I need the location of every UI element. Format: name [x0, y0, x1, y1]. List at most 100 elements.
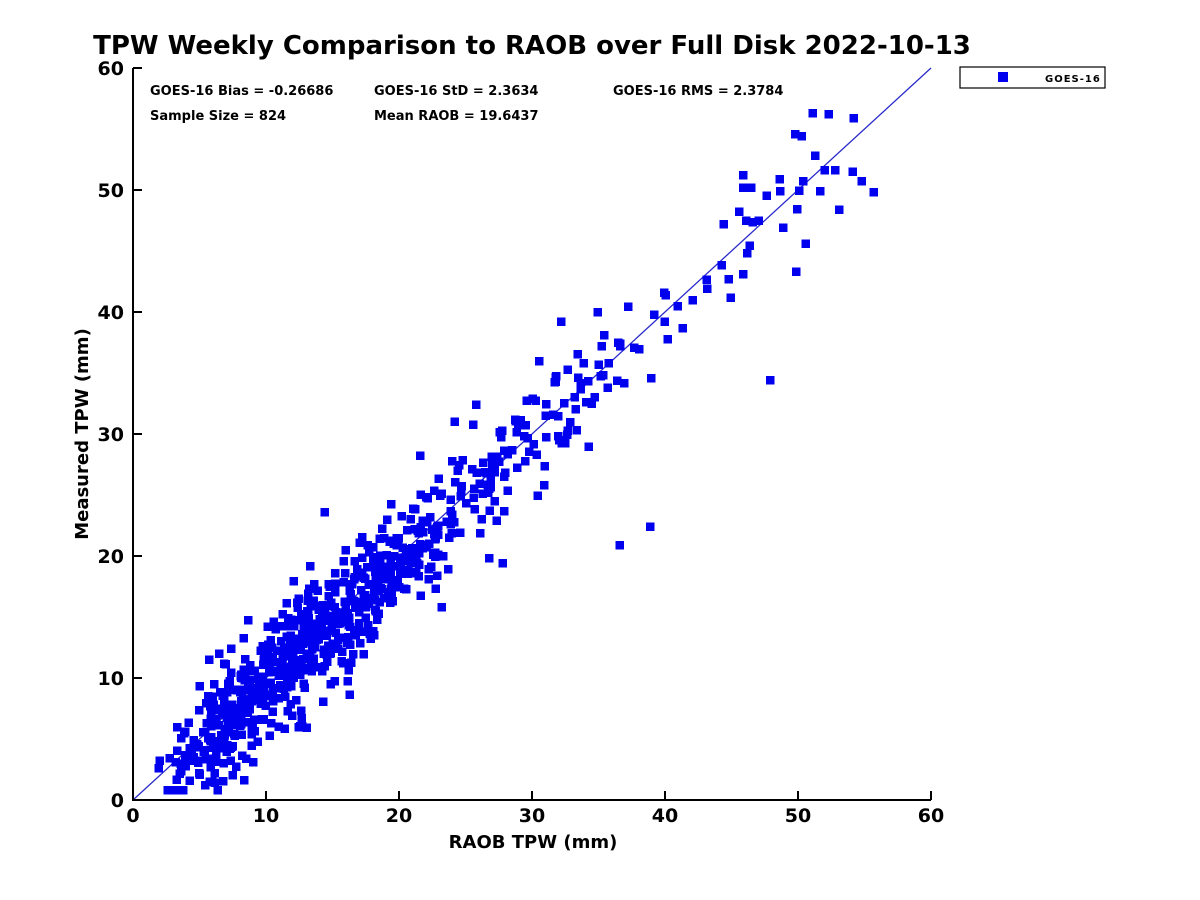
data-point	[227, 685, 237, 694]
data-point	[234, 717, 244, 727]
x-axis-label: RAOB TPW (mm)	[449, 832, 618, 853]
data-point	[230, 720, 239, 729]
data-point	[323, 626, 332, 636]
data-point	[561, 439, 570, 448]
data-point	[393, 576, 402, 585]
data-point	[193, 758, 203, 767]
data-point	[792, 267, 801, 277]
data-point	[342, 616, 351, 626]
data-point	[416, 591, 425, 600]
data-point	[376, 551, 385, 560]
data-point	[329, 639, 338, 649]
data-point	[377, 571, 387, 581]
data-point	[230, 731, 239, 740]
data-point	[540, 481, 549, 490]
data-point	[279, 665, 288, 675]
data-point	[443, 564, 453, 574]
data-point	[179, 729, 189, 738]
data-point	[619, 378, 629, 388]
data-point	[341, 545, 350, 555]
stat-sample-size: Sample Size = 824	[150, 109, 286, 124]
data-point	[214, 737, 224, 746]
data-point	[282, 644, 291, 653]
data-point	[371, 571, 381, 581]
data-point	[702, 275, 711, 285]
data-point	[264, 668, 274, 677]
data-point	[165, 753, 174, 763]
data-point	[173, 722, 182, 732]
data-point	[377, 584, 387, 594]
data-point	[171, 758, 180, 767]
data-point	[340, 568, 350, 578]
data-point	[355, 618, 364, 628]
data-point	[458, 456, 467, 465]
x-tick-label: 0	[126, 805, 139, 827]
data-point	[431, 584, 440, 594]
data-point	[717, 261, 726, 270]
data-point	[269, 697, 278, 706]
data-point	[296, 609, 306, 619]
data-point	[211, 757, 220, 766]
data-point	[207, 722, 216, 731]
data-point	[363, 540, 373, 550]
data-point	[520, 456, 530, 466]
data-point	[762, 191, 772, 200]
data-point	[650, 310, 659, 319]
data-point	[394, 534, 404, 543]
data-point	[211, 751, 221, 760]
data-point	[278, 610, 288, 619]
data-point	[779, 223, 788, 233]
data-point	[313, 586, 323, 596]
data-point	[297, 656, 306, 666]
data-point	[293, 634, 302, 643]
data-point	[594, 360, 604, 369]
data-point	[647, 374, 656, 383]
data-point	[541, 432, 551, 442]
data-point	[193, 743, 202, 752]
data-point	[371, 567, 380, 576]
data-point	[475, 479, 485, 488]
data-point	[220, 731, 229, 740]
data-point	[447, 457, 457, 466]
data-point	[307, 667, 317, 676]
data-point	[228, 770, 237, 780]
data-point	[456, 528, 465, 538]
data-point	[330, 602, 339, 612]
data-point	[268, 657, 277, 667]
data-point	[500, 446, 509, 455]
data-point	[462, 499, 471, 508]
data-point	[418, 516, 428, 526]
stat-rms: GOES-16 RMS = 2.3784	[613, 84, 783, 99]
data-point	[337, 656, 346, 666]
data-point	[283, 621, 292, 631]
data-point	[294, 662, 303, 672]
x-tick-label: 60	[918, 805, 944, 827]
data-point	[857, 177, 867, 186]
data-point	[223, 679, 233, 688]
data-point	[351, 630, 361, 640]
data-point	[423, 517, 432, 527]
data-point	[522, 396, 531, 406]
data-point	[584, 442, 594, 451]
data-point	[164, 785, 173, 795]
data-point	[457, 481, 466, 491]
data-point	[248, 757, 258, 767]
data-point	[498, 559, 507, 568]
data-point	[289, 621, 299, 631]
data-point	[604, 359, 613, 368]
data-point	[444, 533, 454, 543]
data-point	[304, 584, 314, 593]
data-point	[363, 562, 372, 572]
data-point	[453, 466, 462, 476]
data-point	[341, 604, 351, 614]
data-point	[472, 468, 481, 477]
data-point	[378, 524, 387, 533]
y-tick-label: 30	[98, 424, 124, 446]
data-point	[343, 677, 353, 686]
data-point	[250, 727, 259, 736]
data-point	[256, 646, 265, 656]
data-point	[551, 377, 561, 386]
data-point	[797, 132, 807, 141]
data-point	[205, 777, 214, 787]
data-point	[219, 659, 229, 669]
